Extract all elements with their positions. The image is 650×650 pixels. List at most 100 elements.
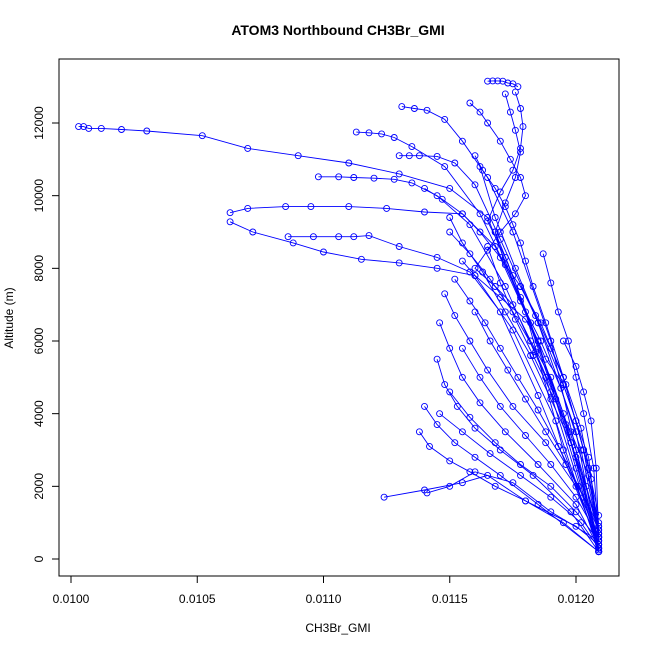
data-point [307, 203, 315, 211]
data-point [370, 174, 378, 182]
data-point [390, 134, 398, 141]
data-point [580, 493, 588, 501]
data-point [97, 124, 105, 132]
data-point [577, 519, 585, 527]
data-point [441, 163, 449, 171]
y-tick-label: 2000 [32, 473, 46, 500]
chart-title: ATOM3 Northbound CH3Br_GMI [231, 22, 444, 38]
data-point [458, 479, 466, 487]
data-point [433, 421, 441, 429]
plot-frame [58, 58, 620, 577]
data-point [511, 126, 519, 134]
data-point [433, 152, 441, 160]
data-point [511, 264, 519, 272]
data-point [590, 464, 598, 472]
data-point [559, 519, 567, 527]
series-line [449, 391, 600, 542]
data-point [564, 337, 572, 345]
data-point [438, 195, 446, 203]
data-point [198, 132, 206, 140]
series-line [399, 155, 600, 552]
data-point [352, 128, 360, 136]
data-point [572, 453, 580, 461]
data-point [509, 80, 517, 88]
data-point [522, 395, 529, 403]
data-point [441, 290, 449, 298]
x-tick-label: 0.0110 [306, 592, 342, 606]
data-point [509, 301, 517, 309]
data-point [559, 337, 567, 345]
data-point [484, 217, 492, 225]
data-point [395, 152, 403, 160]
data-point [539, 250, 547, 258]
data-point [517, 461, 524, 468]
data-point [511, 88, 519, 96]
data-point [509, 402, 517, 410]
data-point [244, 204, 252, 212]
data-point [421, 402, 428, 410]
data-point [587, 417, 595, 425]
data-point [365, 232, 373, 240]
series-line [454, 278, 600, 527]
data-point [466, 99, 474, 107]
data-point [75, 123, 83, 131]
series-line [494, 93, 600, 549]
y-axis: 0 2000 4000 6000 8000 10000 12000 [32, 106, 60, 562]
x-tick-label: 0.0100 [53, 592, 90, 606]
data-point [509, 308, 517, 316]
data-point [509, 272, 517, 280]
data-point [471, 272, 479, 280]
series-line [487, 246, 600, 523]
data-point [85, 124, 93, 132]
data-point [491, 283, 499, 290]
data-point [542, 373, 550, 381]
data-point [491, 482, 499, 490]
data-point [466, 413, 474, 421]
data-point [484, 471, 492, 479]
data-point [289, 239, 297, 247]
data-point [433, 253, 441, 261]
series-line [426, 471, 599, 542]
data-point [537, 337, 545, 345]
data-point [496, 471, 504, 479]
data-point [466, 250, 474, 258]
data-point [446, 482, 454, 490]
data-point [476, 373, 484, 381]
data-point [345, 159, 353, 167]
data-point [547, 279, 555, 287]
data-point [537, 319, 545, 327]
data-point [514, 373, 522, 381]
y-tick-label: 0 [32, 555, 46, 562]
x-axis-label: CH3Br_GMI [305, 621, 370, 635]
y-tick-label: 6000 [32, 327, 46, 354]
data-point [532, 312, 540, 320]
series-line [562, 340, 600, 538]
data-point [486, 275, 494, 283]
y-tick-label: 10000 [32, 179, 46, 213]
data-point [489, 77, 497, 85]
series-line [439, 322, 600, 549]
data-point [567, 428, 575, 436]
data-point [522, 497, 529, 505]
data-point [501, 428, 509, 436]
series-line [487, 80, 519, 88]
data-point [572, 501, 580, 508]
data-point [446, 457, 454, 465]
data-point [415, 152, 423, 160]
series-line [424, 188, 600, 534]
data-point [509, 221, 517, 229]
data-point [542, 319, 550, 327]
data-point [491, 228, 499, 236]
data-point [471, 264, 479, 272]
data-point [567, 439, 575, 447]
data-point [547, 388, 555, 396]
data-point [522, 315, 529, 323]
data-point [309, 233, 317, 241]
x-tick-label: 0.0105 [179, 592, 216, 606]
data-point [511, 174, 519, 181]
data-point [595, 526, 603, 534]
data-point [335, 233, 343, 241]
data-point [534, 501, 542, 508]
series-line [401, 106, 600, 549]
data-point [398, 103, 406, 111]
